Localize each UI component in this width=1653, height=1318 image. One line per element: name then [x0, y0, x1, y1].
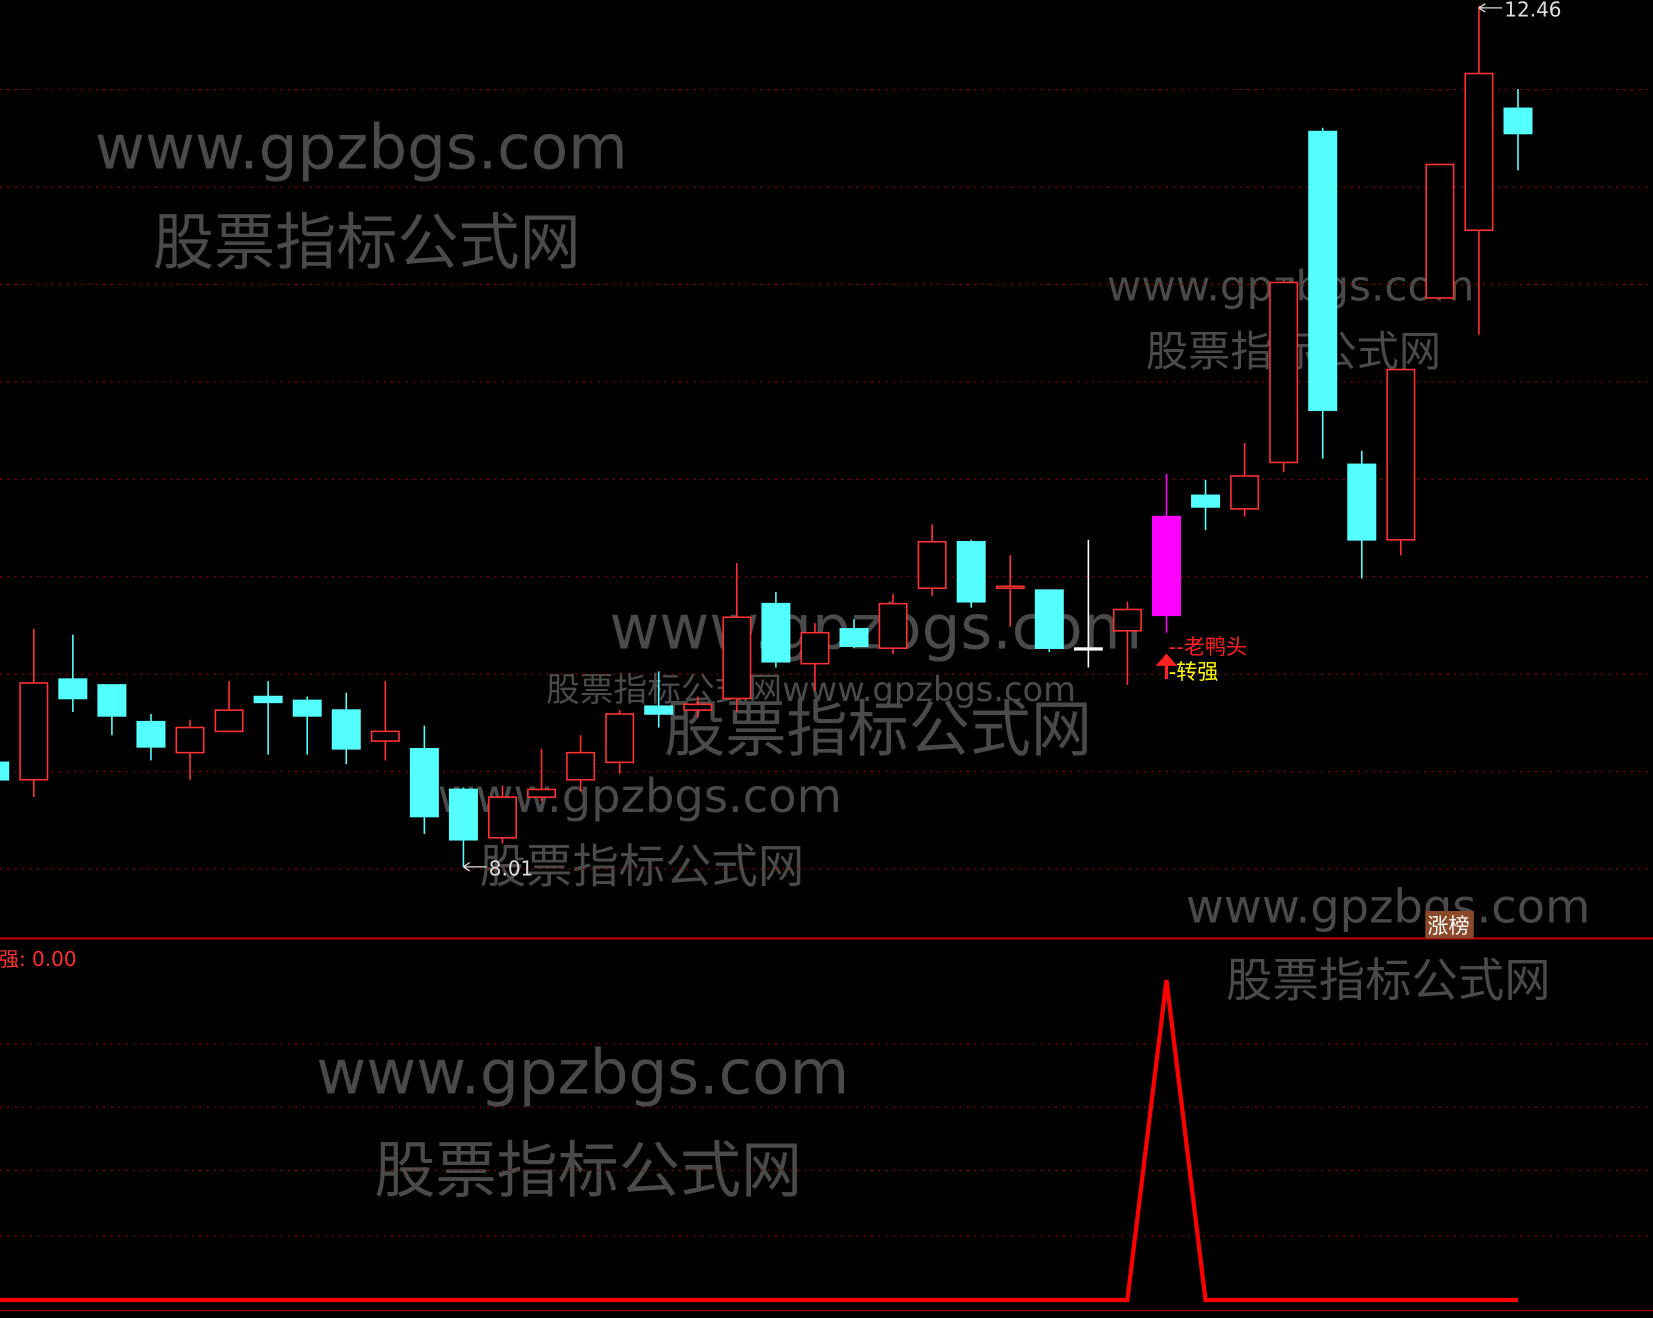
candle-body — [214, 709, 244, 733]
candle-body — [566, 751, 596, 781]
candle-body — [1464, 72, 1494, 232]
candle-body — [253, 695, 283, 704]
signal-arrow — [1155, 653, 1178, 680]
candle-body — [19, 682, 49, 781]
watermark: 股票指标公式网www.gpzbgs.com — [546, 670, 1076, 709]
candle-body — [878, 602, 908, 649]
indicator-line — [0, 979, 1518, 1303]
watermark: 股票指标公式网 — [664, 695, 1092, 766]
candle-body — [956, 540, 986, 603]
candle-body — [97, 684, 127, 717]
badge: 涨榜 — [1427, 913, 1469, 938]
candle-body — [1034, 589, 1064, 649]
indicator-title: 转强: 0.00 — [0, 947, 77, 971]
badge-bg — [1425, 911, 1474, 939]
watermark: 股票指标公式网 — [1226, 953, 1551, 1007]
candle-body — [722, 616, 752, 700]
candle-body — [1191, 494, 1221, 508]
high-label: 12.46 — [1504, 0, 1561, 21]
candle-body — [175, 726, 205, 754]
candle-body — [644, 705, 674, 715]
watermark: 股票指标公式网 — [374, 1135, 802, 1206]
candle-body — [1151, 515, 1181, 617]
candle-body — [800, 631, 830, 665]
candle-body — [487, 796, 517, 839]
candle-body — [1269, 281, 1299, 464]
watermark: 股票指标公式网 — [153, 208, 581, 279]
candle-body — [917, 540, 947, 589]
candle-body — [605, 713, 635, 764]
candle-body — [1386, 368, 1416, 541]
low-label: 8.01 — [489, 856, 534, 880]
watermark: www.gpzbgs.com — [316, 1037, 849, 1108]
candle-body — [1230, 475, 1260, 510]
candle-body — [527, 788, 557, 798]
candle-body — [761, 602, 791, 663]
candle-body — [136, 720, 166, 748]
candle-body — [370, 730, 400, 742]
marker-arrow — [1478, 3, 1503, 13]
candle-body — [1347, 463, 1377, 541]
candle-body — [331, 709, 361, 750]
candle-body — [448, 788, 478, 841]
candle-body — [292, 699, 322, 717]
watermark: www.gpzbgs.com — [1186, 880, 1590, 934]
candle-body — [839, 628, 869, 648]
candle-body — [1425, 163, 1455, 299]
candle-body — [1503, 107, 1533, 135]
watermark: 股票指标公式网 — [480, 840, 805, 894]
candle-body — [409, 748, 439, 818]
candle-body — [1112, 608, 1142, 632]
candle-body — [683, 703, 713, 711]
annotation: -转强 — [1169, 659, 1219, 684]
candle-body — [1308, 130, 1338, 411]
candle-body — [58, 678, 88, 700]
candle-body — [0, 761, 10, 781]
watermark: www.gpzbgs.com — [95, 113, 628, 184]
candle-body — [995, 585, 1025, 589]
annotation: --老鸭头 — [1169, 634, 1247, 659]
marker-arrow — [463, 862, 487, 872]
